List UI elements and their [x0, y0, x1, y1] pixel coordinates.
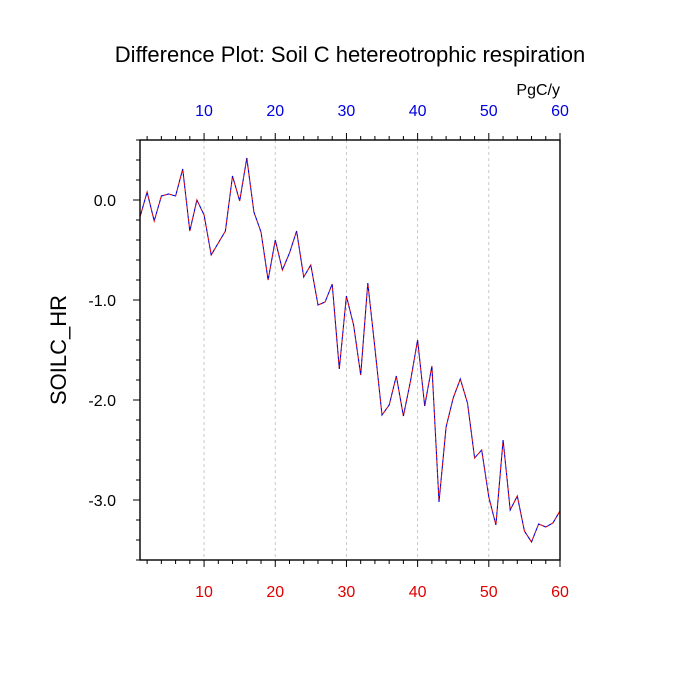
x-tick-label-top: 50 [480, 103, 498, 120]
chart-title: Difference Plot: Soil C hetereotrophic r… [115, 42, 585, 67]
x-tick-label-top: 30 [338, 103, 356, 120]
x-tick-label-top: 10 [195, 103, 213, 120]
series-line-red [139, 157, 561, 544]
y-tick-label: -3.0 [88, 493, 116, 510]
units-label: PgC/y [516, 82, 560, 99]
series-line-blue [139, 157, 561, 544]
x-tick-label-top: 20 [266, 103, 284, 120]
plot-frame [139, 139, 561, 561]
y-axis-label: SOILC_HR [46, 295, 71, 405]
data-series [139, 157, 561, 544]
x-tick-label-bottom: 60 [551, 584, 569, 601]
grid-lines [203, 140, 490, 560]
y-tick-label: 0.0 [94, 193, 116, 210]
x-tick-label-top: 60 [551, 103, 569, 120]
x-tick-label-bottom: 40 [409, 584, 427, 601]
x-tick-label-bottom: 30 [338, 584, 356, 601]
x-tick-label-top: 40 [409, 103, 427, 120]
x-tick-label-bottom: 20 [266, 584, 284, 601]
y-tick-label: -2.0 [88, 393, 116, 410]
y-tick-label: -1.0 [88, 293, 116, 310]
tick-labels: 10 10 20 20 30 30 40 40 50 50 60 60 0.0 -1.0 -2.0 -3.0 [88, 103, 569, 601]
x-tick-label-bottom: 50 [480, 584, 498, 601]
x-tick-label-bottom: 10 [195, 584, 213, 601]
